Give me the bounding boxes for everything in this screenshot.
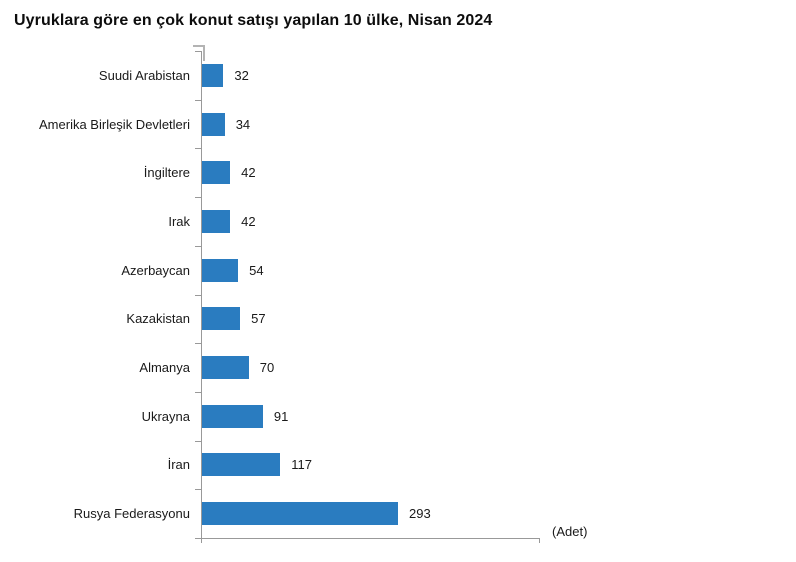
axis-tick [195, 148, 202, 150]
value-label: 57 [251, 311, 266, 327]
bar-row: İngiltere 42 [0, 148, 760, 197]
bar [202, 404, 263, 428]
axis-tick [195, 391, 202, 393]
axis-tick [195, 489, 202, 491]
bar [202, 209, 231, 233]
axis-tick [195, 245, 202, 247]
bar [202, 112, 225, 136]
bar-wrap: 117 [202, 453, 313, 477]
value-label: 54 [249, 262, 264, 278]
value-axis-line [201, 538, 540, 539]
bar-row: Rusya Federasyonu 293 [0, 489, 760, 538]
chart-title: Uyruklara göre en çok konut satışı yapıl… [14, 12, 493, 29]
value-label: 70 [259, 360, 275, 376]
bar [202, 453, 281, 477]
value-label: 32 [234, 67, 249, 83]
axis-tick [195, 197, 202, 199]
value-label: 42 [241, 165, 256, 181]
bar-row: Almanya 70 [0, 343, 760, 392]
category-label: İngiltere [143, 165, 190, 181]
bar [202, 63, 224, 87]
bar-wrap: 42 [202, 161, 256, 185]
value-label: 91 [273, 408, 289, 424]
bar-wrap: 70 [202, 356, 275, 380]
bar [202, 502, 398, 526]
value-axis-end-tick [539, 538, 540, 543]
axis-tick [195, 343, 202, 345]
bar-row: Suudi Arabistan 32 [0, 51, 760, 100]
bar [202, 356, 249, 380]
category-label: Rusya Federasyonu [73, 506, 190, 522]
value-label: 293 [409, 506, 431, 522]
bar-wrap: 91 [202, 404, 289, 428]
category-label: Ukrayna [141, 408, 190, 424]
bar-rows: Suudi Arabistan 32 Amerika Birleşik Devlet… [0, 51, 760, 538]
bar-row: Irak 42 [0, 197, 760, 246]
axis-tick [195, 440, 202, 442]
bar-row: Kazakistan 57 [0, 295, 760, 344]
bar [202, 258, 239, 282]
bar-wrap: 42 [202, 209, 256, 233]
bar-wrap: 57 [202, 307, 266, 331]
axis-tick [195, 294, 202, 296]
value-label: 34 [235, 116, 251, 132]
bar [202, 161, 231, 185]
cursor-artifact [193, 45, 205, 61]
bar-wrap: 34 [202, 112, 251, 136]
category-label: Azerbaycan [121, 262, 190, 278]
bar-wrap: 32 [202, 63, 249, 87]
bar-row: Ukrayna 91 [0, 392, 760, 441]
bar-row: İran 117 [0, 441, 760, 490]
axis-tick [195, 51, 202, 52]
category-label: Kazakistan [126, 311, 190, 327]
category-label: İran [167, 457, 190, 473]
bar [202, 307, 241, 331]
unit-label: (Adet) [552, 524, 588, 539]
bar-row: Azerbaycan 54 [0, 246, 760, 295]
axis-tick [195, 99, 202, 101]
bar-row: Amerika Birleşik Devletleri 34 [0, 100, 760, 149]
category-label: Almanya [139, 360, 190, 376]
value-label: 42 [241, 213, 256, 229]
bar-wrap: 293 [202, 502, 431, 526]
bar-wrap: 54 [202, 258, 264, 282]
value-label: 117 [291, 457, 313, 473]
axis-tick [195, 538, 202, 539]
category-axis-line [201, 51, 202, 543]
category-label: Irak [168, 213, 190, 229]
category-label: Amerika Birleşik Devletleri [39, 116, 190, 132]
category-label: Suudi Arabistan [98, 67, 190, 83]
